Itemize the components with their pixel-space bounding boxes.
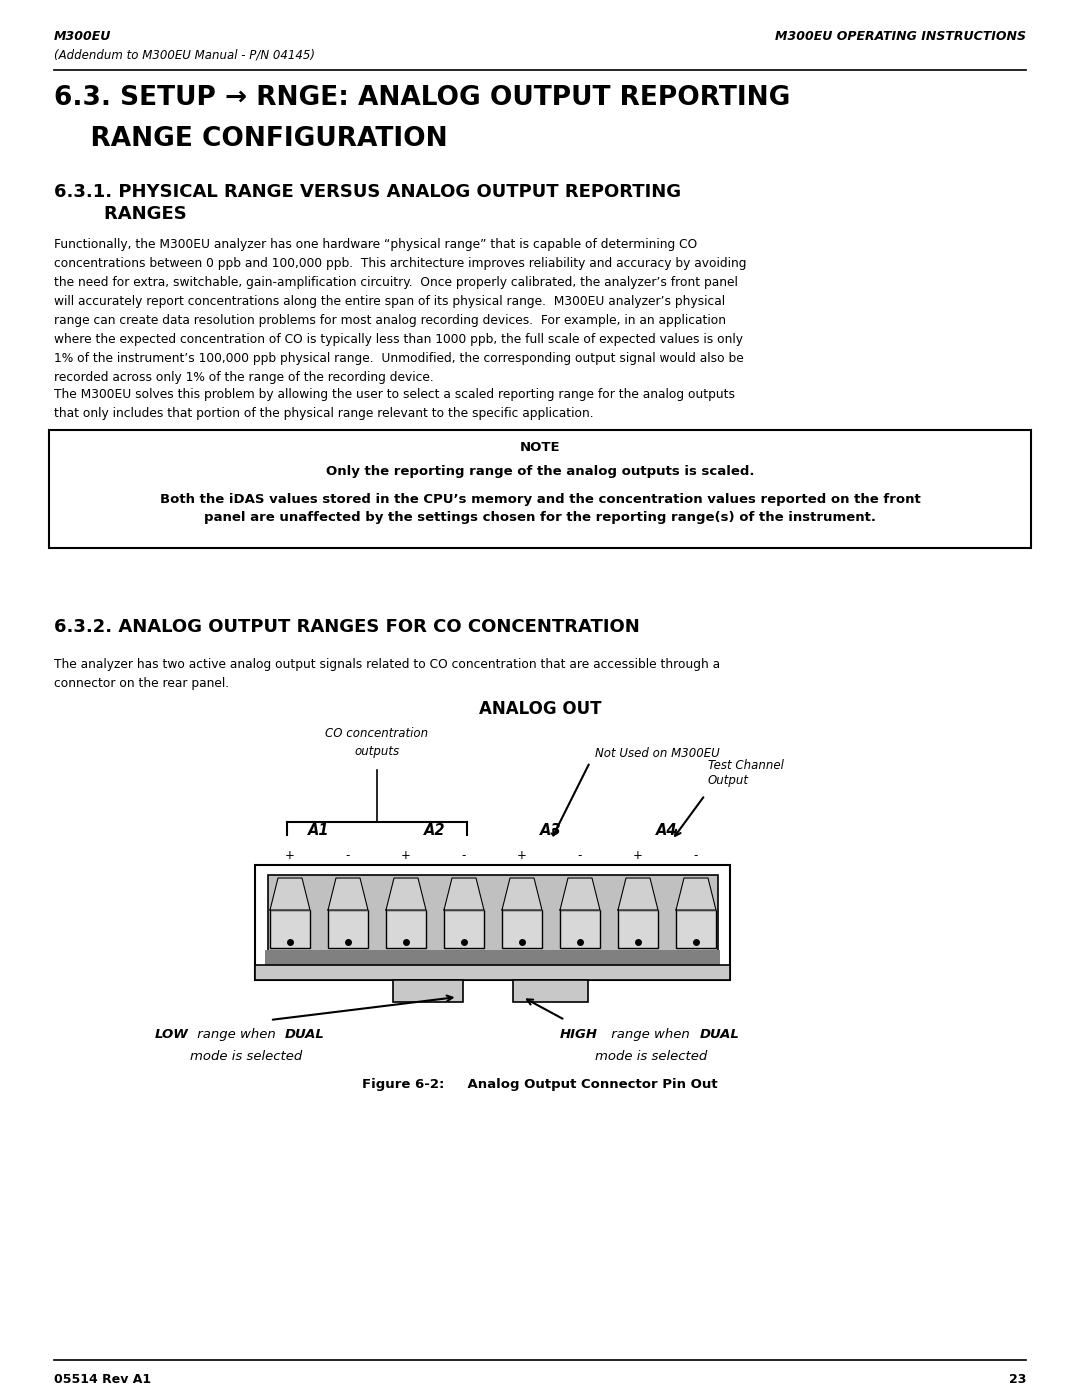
Text: Functionally, the M300EU analyzer has one hardware “physical range” that is capa: Functionally, the M300EU analyzer has on… bbox=[54, 237, 746, 384]
Bar bbox=[502, 909, 542, 949]
Text: Not Used on M300EU: Not Used on M300EU bbox=[595, 747, 719, 760]
Bar bbox=[49, 430, 1031, 548]
Text: A4: A4 bbox=[657, 823, 678, 838]
Text: Output: Output bbox=[708, 774, 750, 787]
Text: RANGES: RANGES bbox=[54, 205, 187, 224]
Text: 6.3.1. PHYSICAL RANGE VERSUS ANALOG OUTPUT REPORTING: 6.3.1. PHYSICAL RANGE VERSUS ANALOG OUTP… bbox=[54, 183, 681, 201]
Text: RANGE CONFIGURATION: RANGE CONFIGURATION bbox=[54, 126, 447, 152]
Bar bbox=[268, 875, 718, 965]
Bar bbox=[392, 981, 462, 1002]
Text: DUAL: DUAL bbox=[285, 1028, 325, 1041]
Text: mode is selected: mode is selected bbox=[595, 1051, 707, 1063]
Polygon shape bbox=[328, 877, 368, 909]
Bar bbox=[255, 865, 730, 981]
Text: -: - bbox=[693, 849, 698, 862]
Polygon shape bbox=[561, 877, 600, 909]
Text: The analyzer has two active analog output signals related to CO concentration th: The analyzer has two active analog outpu… bbox=[54, 658, 720, 690]
Text: M300EU OPERATING INSTRUCTIONS: M300EU OPERATING INSTRUCTIONS bbox=[775, 29, 1026, 43]
Text: +: + bbox=[633, 849, 643, 862]
Text: -: - bbox=[462, 849, 467, 862]
Bar bbox=[676, 909, 716, 949]
Text: A1: A1 bbox=[308, 823, 329, 838]
Bar bbox=[561, 909, 600, 949]
Text: 6.3. SETUP → RNGE: ANALOG OUTPUT REPORTING: 6.3. SETUP → RNGE: ANALOG OUTPUT REPORTI… bbox=[54, 85, 791, 110]
Text: 6.3.2. ANALOG OUTPUT RANGES FOR CO CONCENTRATION: 6.3.2. ANALOG OUTPUT RANGES FOR CO CONCE… bbox=[54, 617, 639, 636]
Polygon shape bbox=[386, 877, 426, 909]
Text: LOW: LOW bbox=[156, 1028, 189, 1041]
Text: +: + bbox=[517, 849, 527, 862]
Bar bbox=[444, 909, 484, 949]
Text: CO concentration: CO concentration bbox=[325, 726, 429, 740]
Bar bbox=[255, 965, 730, 981]
Text: Figure 6-2:     Analog Output Connector Pin Out: Figure 6-2: Analog Output Connector Pin … bbox=[362, 1078, 718, 1091]
Text: HIGH: HIGH bbox=[561, 1028, 598, 1041]
Text: The M300EU solves this problem by allowing the user to select a scaled reporting: The M300EU solves this problem by allowi… bbox=[54, 388, 735, 420]
Polygon shape bbox=[444, 877, 484, 909]
Text: +: + bbox=[285, 849, 295, 862]
Text: 23: 23 bbox=[1009, 1373, 1026, 1386]
Text: -: - bbox=[346, 849, 350, 862]
Text: M300EU: M300EU bbox=[54, 29, 111, 43]
Polygon shape bbox=[270, 877, 310, 909]
Polygon shape bbox=[618, 877, 658, 909]
Bar bbox=[328, 909, 368, 949]
Text: mode is selected: mode is selected bbox=[190, 1051, 302, 1063]
Text: range when: range when bbox=[607, 1028, 694, 1041]
Bar bbox=[618, 909, 658, 949]
Text: Only the reporting range of the analog outputs is scaled.: Only the reporting range of the analog o… bbox=[326, 465, 754, 478]
Bar bbox=[270, 909, 310, 949]
Text: range when: range when bbox=[193, 1028, 280, 1041]
Text: -: - bbox=[578, 849, 582, 862]
Bar bbox=[265, 950, 720, 965]
Text: outputs: outputs bbox=[354, 745, 400, 759]
Text: (Addendum to M300EU Manual - P/N 04145): (Addendum to M300EU Manual - P/N 04145) bbox=[54, 47, 315, 61]
Text: NOTE: NOTE bbox=[519, 441, 561, 454]
Polygon shape bbox=[502, 877, 542, 909]
Bar bbox=[513, 981, 588, 1002]
Polygon shape bbox=[676, 877, 716, 909]
Text: Test Channel: Test Channel bbox=[708, 759, 784, 773]
Text: DUAL: DUAL bbox=[700, 1028, 740, 1041]
Text: A2: A2 bbox=[424, 823, 446, 838]
Text: ANALOG OUT: ANALOG OUT bbox=[478, 700, 602, 718]
Text: 05514 Rev A1: 05514 Rev A1 bbox=[54, 1373, 151, 1386]
Bar bbox=[386, 909, 426, 949]
Text: A3: A3 bbox=[540, 823, 562, 838]
Text: +: + bbox=[401, 849, 410, 862]
Text: Both the iDAS values stored in the CPU’s memory and the concentration values rep: Both the iDAS values stored in the CPU’s… bbox=[160, 493, 920, 524]
